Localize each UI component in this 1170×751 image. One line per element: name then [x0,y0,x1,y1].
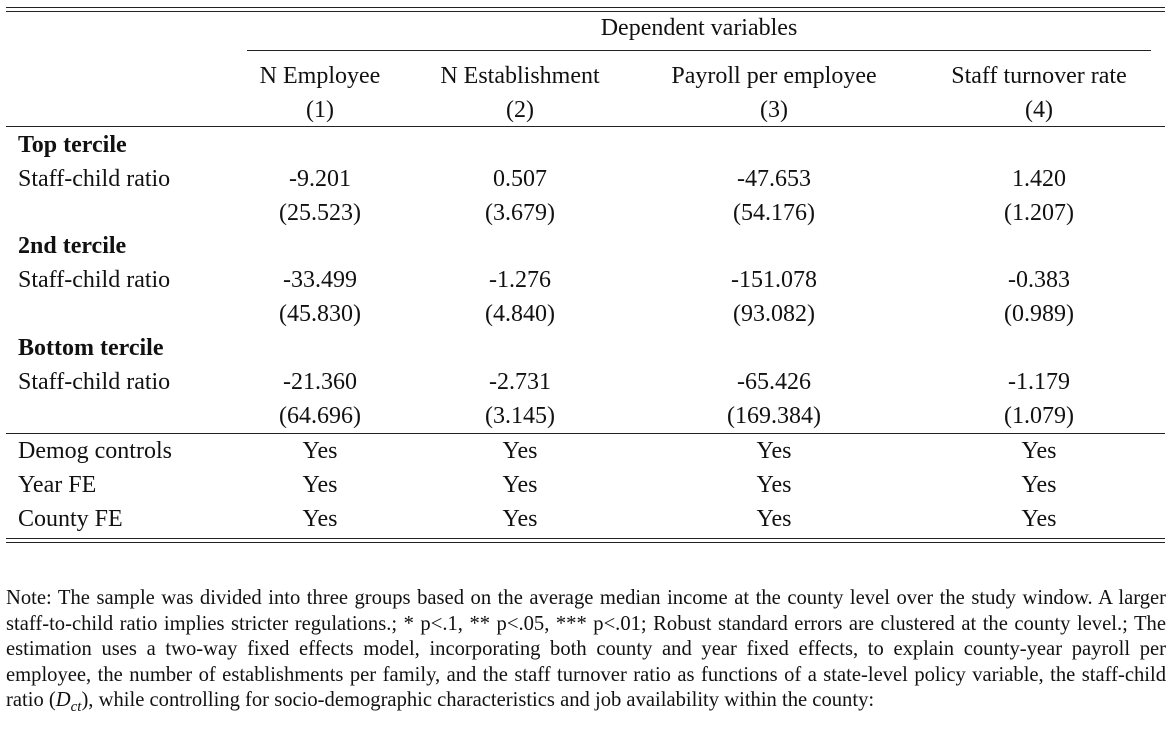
coef-cell: -1.179 [1008,369,1070,395]
note-text-2: ), while controlling for socio-demograph… [81,689,875,711]
coef-cell: 1.420 [1012,166,1066,192]
se-cell: (3.145) [485,403,555,429]
table-note: Note: The sample was divided into three … [6,586,1166,721]
control-label-county-fe: County FE [18,506,123,532]
se-cell: (54.176) [733,200,815,226]
se-cell: (1.207) [1004,200,1074,226]
coef-cell: -9.201 [289,166,351,192]
control-label-year-fe: Year FE [18,472,97,498]
se-cell: (45.830) [279,301,361,327]
control-value: Yes [302,472,338,498]
control-value: Yes [756,506,792,532]
se-cell: (0.989) [1004,301,1074,327]
super-header: Dependent variables [600,15,798,41]
col-number-3: (3) [760,97,788,123]
coef-cell: -2.731 [489,369,551,395]
control-value: Yes [302,438,338,464]
header-rule [6,126,1165,127]
se-cell: (169.384) [727,403,821,429]
row-label: Staff-child ratio [18,369,171,395]
control-value: Yes [1021,506,1057,532]
coef-cell: -151.078 [731,267,817,293]
col-header-4: Staff turnover rate [951,63,1127,89]
control-value: Yes [1021,472,1057,498]
bottom-rule-inner [6,538,1165,539]
top-rule-inner [6,11,1165,12]
note-math-ct: ct [70,699,82,716]
se-cell: (1.079) [1004,403,1074,429]
col-header-1: N Employee [259,63,381,89]
header-cmidrule [247,50,1151,51]
control-value: Yes [756,438,792,464]
row-label: Staff-child ratio [18,267,171,293]
control-value: Yes [502,438,538,464]
col-number-2: (2) [506,97,534,123]
coef-cell: -21.360 [283,369,357,395]
top-rule-outer [6,7,1165,8]
coef-cell: -0.383 [1008,267,1070,293]
coef-cell: 0.507 [493,166,547,192]
control-value: Yes [502,472,538,498]
control-value: Yes [302,506,338,532]
se-cell: (25.523) [279,200,361,226]
group-title-top: Top tercile [18,132,127,158]
control-value: Yes [502,506,538,532]
coef-cell: -47.653 [737,166,811,192]
se-cell: (64.696) [279,403,361,429]
control-label-demog: Demog controls [18,438,172,464]
se-cell: (93.082) [733,301,815,327]
group-title-bottom: Bottom tercile [18,335,164,361]
control-value: Yes [756,472,792,498]
note-math-d: D [55,689,71,711]
se-cell: (3.679) [485,200,555,226]
controls-rule [6,433,1165,434]
coef-cell: -33.499 [283,267,357,293]
col-number-4: (4) [1025,97,1053,123]
coef-cell: -65.426 [737,369,811,395]
col-header-2: N Establishment [440,63,600,89]
group-title-2nd: 2nd tercile [18,233,127,259]
bottom-rule-outer [6,542,1165,543]
col-number-1: (1) [306,97,334,123]
control-value: Yes [1021,438,1057,464]
col-header-3: Payroll per employee [671,63,877,89]
se-cell: (4.840) [485,301,555,327]
note-text-1: Note: The sample was divided into three … [6,587,1166,711]
row-label: Staff-child ratio [18,166,171,192]
coef-cell: -1.276 [489,267,551,293]
